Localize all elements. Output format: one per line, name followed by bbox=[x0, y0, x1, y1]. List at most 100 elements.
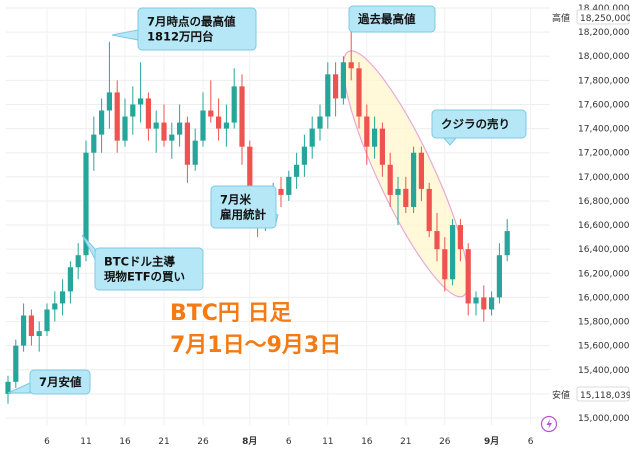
candle bbox=[239, 74, 245, 165]
high-tag-label: 高値 bbox=[552, 12, 570, 24]
x-tick-label: 6 bbox=[528, 437, 534, 447]
candle-body bbox=[457, 225, 463, 250]
candle bbox=[161, 104, 167, 147]
y-tick-label: 16,200,000 bbox=[578, 269, 630, 279]
candle-body bbox=[114, 92, 120, 141]
callout-text: 7月時点の最高値 bbox=[147, 15, 236, 29]
x-tick-label: 26 bbox=[197, 437, 209, 447]
candle bbox=[200, 92, 206, 147]
candle bbox=[153, 110, 159, 153]
candle bbox=[457, 219, 463, 262]
candle-body bbox=[36, 331, 42, 336]
candle bbox=[114, 80, 120, 153]
candle bbox=[28, 309, 34, 346]
candle bbox=[309, 116, 315, 159]
x-axis: 6 11 16 21 26 8月 6 11 16 21 26 9月 6 bbox=[44, 436, 534, 447]
callout-jul-low: 7月安値 bbox=[7, 369, 91, 395]
callout-pointer bbox=[442, 137, 458, 146]
candle bbox=[145, 92, 151, 141]
candle-body bbox=[130, 104, 136, 117]
x-tick-label: 16 bbox=[361, 437, 373, 447]
y-tick-label: 18,000,000 bbox=[578, 52, 630, 62]
candle bbox=[348, 26, 354, 81]
candle bbox=[184, 116, 190, 183]
chart-title: BTC円 日足 7月1日〜9月3日 bbox=[170, 301, 341, 358]
callout-box bbox=[137, 7, 257, 51]
candle-body bbox=[99, 110, 105, 135]
candle-body bbox=[106, 92, 112, 111]
candle bbox=[52, 291, 58, 322]
candle bbox=[169, 122, 175, 159]
candle-body bbox=[21, 315, 27, 346]
title: BTC円 日足 bbox=[170, 301, 292, 326]
callout-text: BTCドル主導 bbox=[104, 255, 176, 269]
candle bbox=[450, 219, 456, 286]
candle bbox=[395, 176, 401, 226]
candle-body bbox=[13, 345, 19, 382]
candle-body bbox=[161, 122, 167, 141]
candle-body bbox=[473, 297, 479, 304]
candle-body bbox=[5, 381, 11, 394]
candle bbox=[192, 128, 198, 171]
candle bbox=[364, 104, 370, 165]
candle-body bbox=[504, 231, 510, 256]
candle-body bbox=[216, 116, 222, 129]
candle bbox=[278, 176, 284, 207]
candle-body bbox=[177, 122, 183, 135]
candle-body bbox=[434, 231, 440, 250]
candle-body bbox=[200, 110, 206, 141]
x-tick-label: 6 bbox=[44, 437, 50, 447]
candle bbox=[106, 41, 112, 129]
callout-text: 7月安値 bbox=[39, 375, 82, 389]
candle-body bbox=[387, 164, 393, 195]
candle-body bbox=[403, 188, 409, 207]
x-tick-label: 8月 bbox=[242, 436, 257, 447]
candle-body bbox=[138, 98, 144, 105]
callout-ath: 過去最高値 bbox=[348, 5, 436, 33]
x-tick-label: 26 bbox=[439, 437, 451, 447]
candle-body bbox=[208, 110, 214, 117]
candle bbox=[325, 62, 331, 129]
callouts: 7月安値7月時点の最高値1812万円台BTCドル主導現物ETFの買い7月米雇用統… bbox=[7, 5, 527, 395]
candle bbox=[67, 261, 73, 304]
callout-box bbox=[348, 5, 436, 33]
candle-body bbox=[60, 291, 66, 304]
x-tick-label: 11 bbox=[322, 437, 333, 447]
candle bbox=[418, 146, 424, 201]
candle-body bbox=[340, 62, 346, 99]
candle-body bbox=[317, 116, 323, 129]
candle bbox=[36, 321, 42, 352]
candle-body bbox=[28, 315, 34, 336]
y-tick-label: 16,800,000 bbox=[578, 197, 630, 207]
candle bbox=[301, 134, 307, 177]
candle bbox=[208, 80, 214, 123]
low-tag-label: 安値 bbox=[552, 389, 570, 401]
y-tick-label: 15,000,000 bbox=[578, 414, 630, 424]
candle-body bbox=[372, 128, 378, 147]
callout-box bbox=[94, 247, 204, 291]
lightning-icon[interactable] bbox=[540, 415, 558, 433]
callout-text: 1812万円台 bbox=[147, 30, 214, 44]
candle-body bbox=[231, 86, 237, 123]
candle bbox=[379, 122, 385, 177]
y-tick-label: 17,400,000 bbox=[578, 125, 630, 135]
candle bbox=[60, 279, 66, 316]
candle-body bbox=[489, 297, 495, 310]
candle-body bbox=[418, 152, 424, 189]
candle-body bbox=[309, 128, 315, 147]
callout-text: クジラの売り bbox=[441, 117, 510, 131]
y-axis: 18,400,000 18,200,000 18,000,000 17,800,000… bbox=[578, 4, 630, 424]
candle bbox=[44, 303, 50, 336]
candle bbox=[403, 176, 409, 213]
candle-body bbox=[364, 116, 370, 147]
candle bbox=[99, 98, 105, 153]
candle bbox=[333, 62, 339, 117]
candle-body bbox=[411, 152, 417, 207]
low-tag-box bbox=[576, 386, 630, 402]
candle bbox=[130, 86, 136, 135]
candle bbox=[13, 339, 19, 388]
candle-body bbox=[286, 176, 292, 195]
high-tag-value: 18,250,000 bbox=[580, 14, 630, 24]
candle bbox=[231, 68, 237, 129]
